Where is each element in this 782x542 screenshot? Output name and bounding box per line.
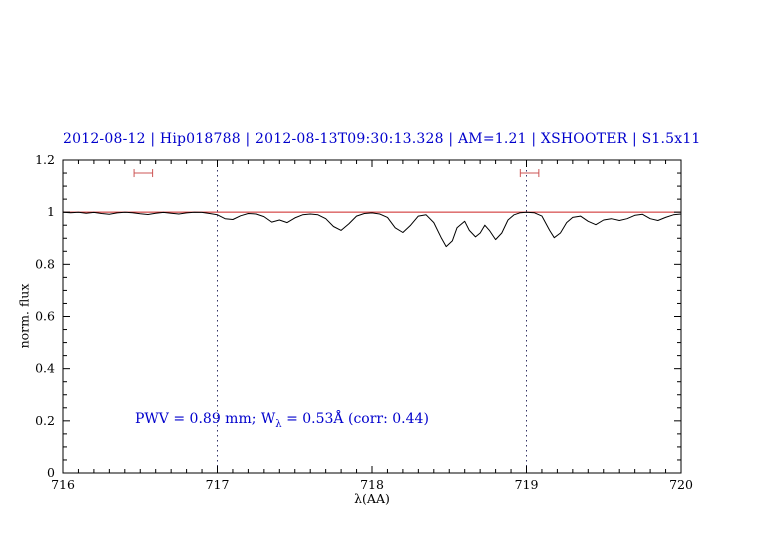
pwv-annotation: PWV = 0.89 mm; Wλ = 0.53Å (corr: 0.44) bbox=[135, 411, 429, 430]
x-tick-label: 718 bbox=[360, 477, 384, 492]
y-tick-label: 0 bbox=[47, 465, 55, 480]
y-tick-label: 0.8 bbox=[35, 256, 55, 271]
pwv-annotation-suffix: = 0.53Å (corr: 0.44) bbox=[281, 411, 429, 427]
y-tick-label: 0.6 bbox=[35, 309, 55, 324]
y-tick-label: 1 bbox=[47, 204, 55, 219]
x-tick-label: 719 bbox=[515, 477, 539, 492]
y-tick-label: 0.4 bbox=[35, 361, 55, 376]
y-tick-label: 0.2 bbox=[35, 413, 55, 428]
y-tick-label: 1.2 bbox=[35, 152, 55, 167]
pwv-annotation-prefix: PWV = 0.89 mm; W bbox=[135, 411, 276, 427]
spectrum-line bbox=[62, 211, 682, 248]
plot-title: 2012-08-12 | Hip018788 | 2012-08-13T09:3… bbox=[63, 131, 701, 147]
x-tick-label: 717 bbox=[206, 477, 230, 492]
axes-box bbox=[62, 159, 682, 474]
lambda-subscript: λ bbox=[275, 418, 282, 430]
x-tick-label: 716 bbox=[51, 477, 75, 492]
x-tick-label: 720 bbox=[669, 477, 693, 492]
x-axis-label: λ(AA) bbox=[354, 491, 390, 506]
